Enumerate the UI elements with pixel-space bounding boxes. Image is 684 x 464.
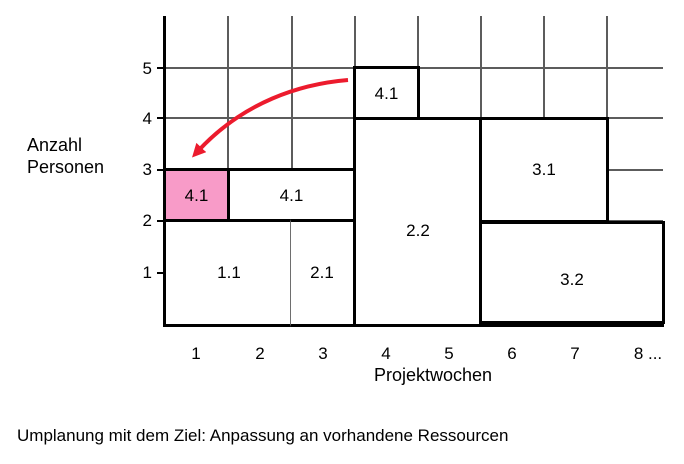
caption: Umplanung mit dem Ziel: Anpassung an vor… bbox=[17, 426, 509, 445]
x-tick-label-6: 6 bbox=[507, 344, 517, 363]
y-axis-title: Anzahl Personen bbox=[27, 134, 104, 178]
y-tick-label-4: 4 bbox=[142, 109, 152, 128]
block-4-1: 4.1 bbox=[227, 168, 356, 223]
y-tick-label-1: 1 bbox=[142, 263, 152, 282]
y-tick-mark bbox=[157, 272, 164, 274]
y-tick-label-5: 5 bbox=[142, 59, 152, 78]
y-tick-mark bbox=[157, 220, 164, 222]
x-tick-label-7: 7 bbox=[570, 344, 580, 363]
y-axis-title-line1: Anzahl bbox=[27, 135, 83, 155]
y-tick-label-3: 3 bbox=[142, 160, 152, 179]
x-axis-title: Projektwochen bbox=[373, 365, 493, 385]
block-4-1-moved: 4.1 bbox=[353, 66, 420, 121]
block-2-2: 2.2 bbox=[353, 117, 483, 327]
block-2-1: 2.1 bbox=[290, 219, 356, 327]
block-3-2: 3.2 bbox=[479, 221, 665, 324]
x-tick-label-2: 2 bbox=[255, 344, 265, 363]
y-tick-mark bbox=[157, 67, 164, 69]
y-axis-title-line2: Personen bbox=[27, 157, 105, 177]
block-4-1-highlighted: 4.1 bbox=[163, 168, 230, 223]
block-3-1: 3.1 bbox=[479, 117, 609, 223]
x-tick-label-8: 8 ... bbox=[633, 344, 663, 363]
x-tick-label-4: 4 bbox=[381, 344, 391, 363]
y-tick-label-2: 2 bbox=[142, 211, 152, 230]
x-tick-label-1: 1 bbox=[191, 344, 201, 363]
x-tick-label-3: 3 bbox=[318, 344, 328, 363]
replan-arrow-curve bbox=[192, 78, 349, 158]
x-tick-label-5: 5 bbox=[444, 344, 454, 363]
y-tick-mark bbox=[157, 117, 164, 119]
block-1-1: 1.1 bbox=[163, 219, 292, 327]
y-tick-mark bbox=[157, 169, 164, 171]
